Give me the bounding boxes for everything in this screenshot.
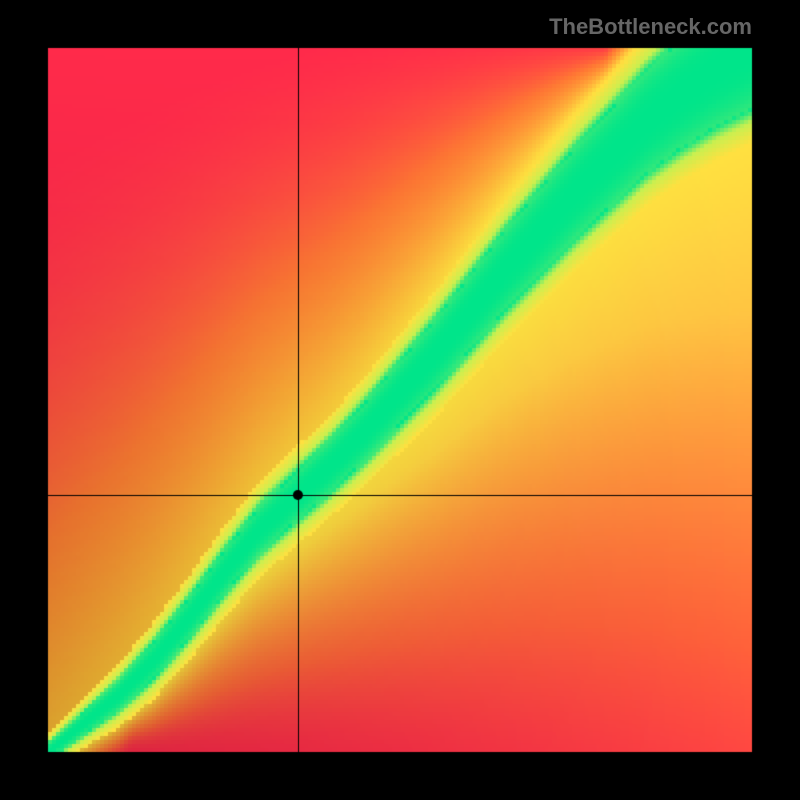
chart-container: TheBottleneck.com bbox=[0, 0, 800, 800]
bottleneck-heatmap bbox=[0, 0, 800, 800]
watermark-text: TheBottleneck.com bbox=[549, 14, 752, 40]
